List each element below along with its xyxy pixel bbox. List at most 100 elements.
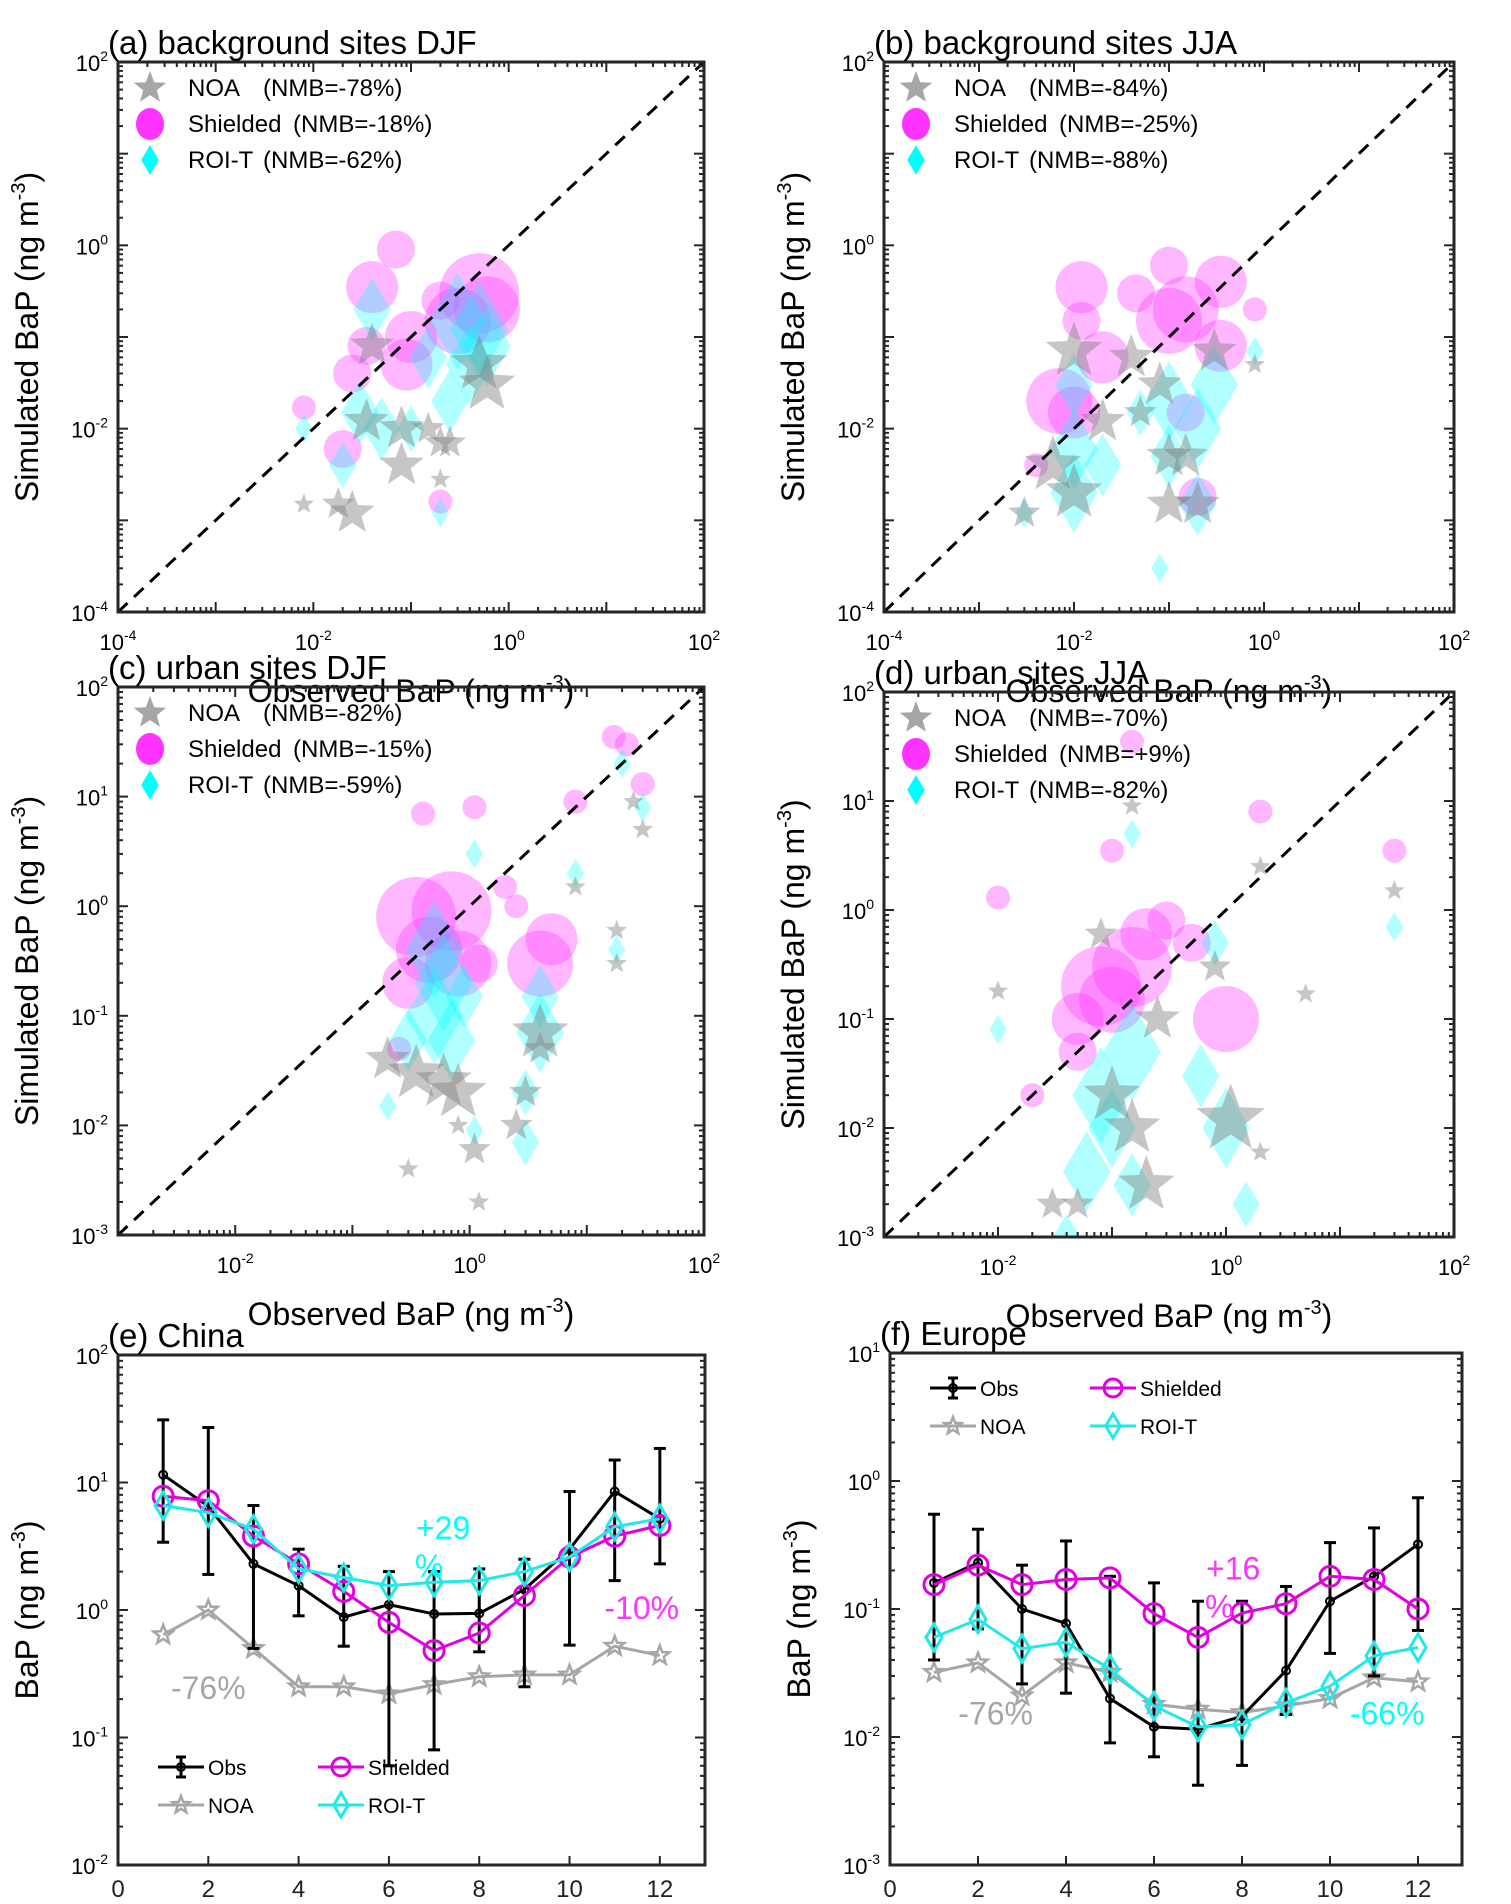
roit-point (1126, 389, 1155, 436)
noa-point (1061, 1187, 1094, 1218)
obs-point (429, 1609, 440, 1620)
x-tick-label: 102 (688, 1250, 720, 1278)
shielded-point (1100, 838, 1124, 863)
series-noa (150, 1596, 673, 1705)
y-tick-label: 10-3 (71, 1221, 108, 1249)
shielded-point (1062, 301, 1101, 340)
y-tick-label: 100 (76, 1596, 108, 1624)
x-axis-label: Observed BaP (ng m-3) (1006, 1297, 1333, 1334)
roit-point (1232, 1708, 1252, 1742)
legend-stat: (NMB=-84%) (1029, 75, 1168, 102)
shielded-point (1194, 255, 1247, 308)
shielded-point (630, 772, 655, 797)
shielded-point (614, 732, 639, 757)
x-tick-label: 100 (453, 1250, 485, 1278)
legend-label: Shielded (188, 111, 281, 138)
shielded-point (1178, 477, 1217, 516)
x-tick-label: 8 (473, 1876, 486, 1903)
series-roi-t (924, 1602, 1428, 1744)
roit-point (1232, 1181, 1260, 1228)
legend-label: Shielded (1140, 1378, 1222, 1401)
legend-label: NOA (188, 75, 240, 102)
y-tick-label: 10-1 (71, 1002, 108, 1030)
legend-diamond-icon (141, 145, 159, 175)
obs-point (158, 1469, 169, 1480)
plot-area (884, 62, 1454, 612)
shielded-point (333, 354, 372, 393)
noa-point (430, 468, 451, 489)
roit-point (566, 858, 585, 888)
series-line (933, 1543, 1419, 1731)
noa-point (632, 818, 653, 839)
shielded-point (1194, 319, 1247, 372)
shielded-point (1150, 246, 1188, 285)
series-line (163, 1494, 661, 1653)
legend-label: Obs (980, 1378, 1019, 1401)
y-axis-label: BaP (ng m-3) (780, 1519, 817, 1698)
roit-point (397, 405, 425, 452)
noa-point (1175, 480, 1220, 524)
annotation: % (1205, 1589, 1233, 1625)
shielded-point (376, 876, 457, 957)
x-tick-label: 12 (1405, 1876, 1432, 1903)
legend-diamond-icon (141, 770, 159, 800)
x-tick-label: 10-2 (1056, 627, 1093, 655)
noa-point (921, 1658, 947, 1684)
legend-stat: (NMB=-62%) (263, 147, 402, 174)
shielded-point (1274, 1592, 1298, 1616)
shielded-point (428, 489, 453, 514)
roit-point (409, 325, 447, 389)
roit-point (1103, 1003, 1161, 1101)
noa-point (1108, 333, 1154, 377)
noa-point (1250, 1141, 1271, 1161)
shielded-point (462, 795, 487, 820)
roit-point (1151, 553, 1169, 583)
legend-label: ROI-T (188, 147, 254, 174)
shielded-point (1054, 1568, 1078, 1592)
roit-point (353, 277, 391, 341)
legend-label: NOA (980, 1416, 1026, 1439)
roit-point (414, 934, 473, 1032)
x-tick-label: 10-2 (217, 1250, 254, 1278)
legend-label: Shielded (954, 741, 1047, 768)
roit-point (1062, 1131, 1111, 1212)
noa-point (1317, 1684, 1343, 1710)
x-tick-label: 10-4 (866, 627, 903, 655)
roit-point (465, 1115, 484, 1145)
noa-point (1163, 432, 1208, 476)
shielded-point (467, 1621, 491, 1645)
noa-point (556, 1661, 583, 1686)
plot-area (884, 692, 1454, 1237)
legend-star-icon (133, 71, 167, 102)
roit-point (1123, 819, 1141, 849)
legend-stat: (NMB=-15%) (293, 736, 432, 763)
noa-point (1250, 855, 1271, 876)
shielded-point (1120, 729, 1145, 754)
noa-point (1124, 395, 1157, 427)
y-axis-label: Simulated BaP (ng m-3) (8, 796, 45, 1126)
roit-point (405, 967, 464, 1065)
roit-point (379, 1091, 397, 1121)
noa-point (379, 441, 424, 485)
noa-point (1045, 321, 1103, 376)
roit-point (1178, 472, 1217, 536)
legend-label: ROI-T (368, 1795, 425, 1818)
noa-point (1083, 1065, 1141, 1120)
shielded-point (291, 395, 316, 420)
shielded-point (439, 253, 520, 334)
series-shielded (151, 1484, 672, 1663)
noa-point (415, 1052, 472, 1106)
shielded-point (922, 1573, 946, 1597)
y-tick-label: 10-2 (71, 415, 108, 443)
y-tick-label: 10-4 (837, 598, 874, 626)
noa-point (1361, 1664, 1387, 1689)
legend-stat: (NMB=-78%) (263, 75, 402, 102)
obs-point (609, 1486, 620, 1497)
roit-point (1173, 388, 1222, 469)
noa-point (1009, 1682, 1035, 1707)
shielded-point (376, 230, 415, 269)
roit-point (511, 1069, 540, 1116)
roit-point (1385, 912, 1404, 942)
noa-point (565, 876, 586, 896)
roit-point (379, 1569, 399, 1603)
